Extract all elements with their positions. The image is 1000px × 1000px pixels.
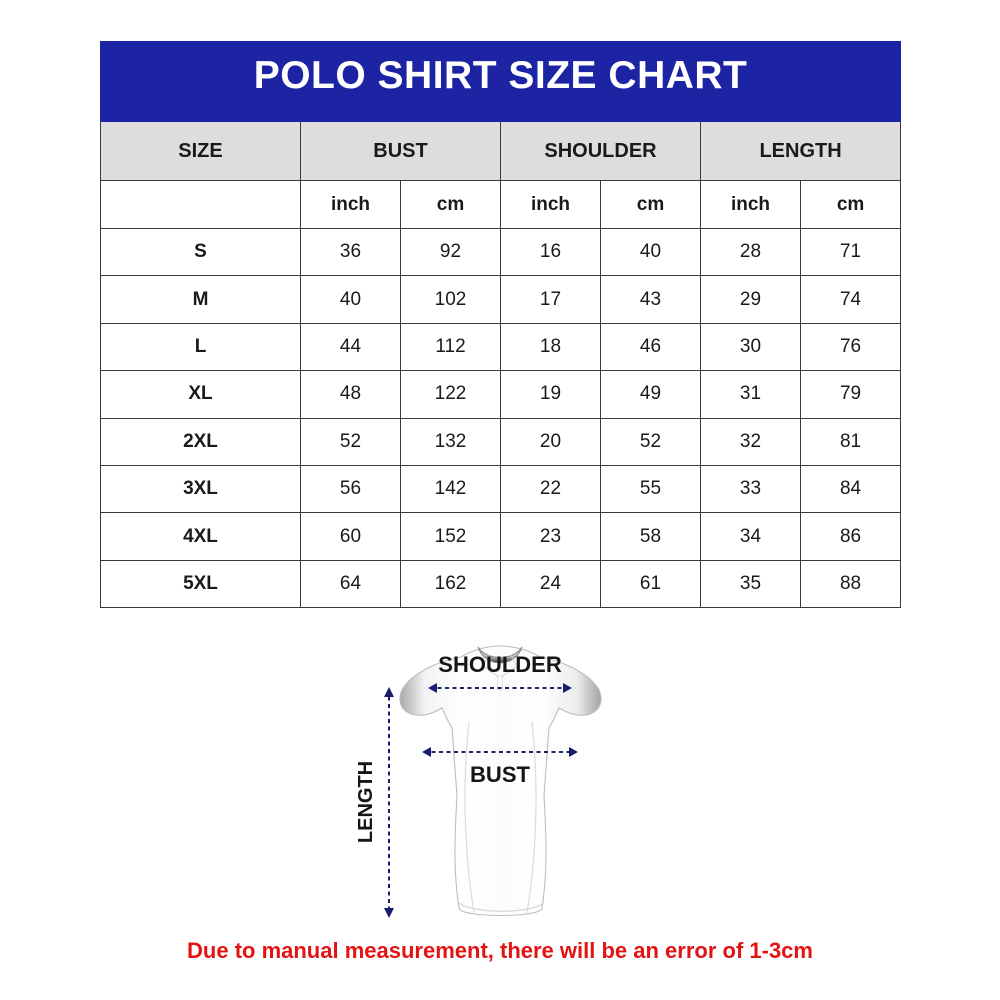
svg-text:BUST: BUST xyxy=(470,762,530,787)
svg-text:SHOULDER: SHOULDER xyxy=(438,652,562,677)
svg-text:LENGTH: LENGTH xyxy=(355,761,377,843)
